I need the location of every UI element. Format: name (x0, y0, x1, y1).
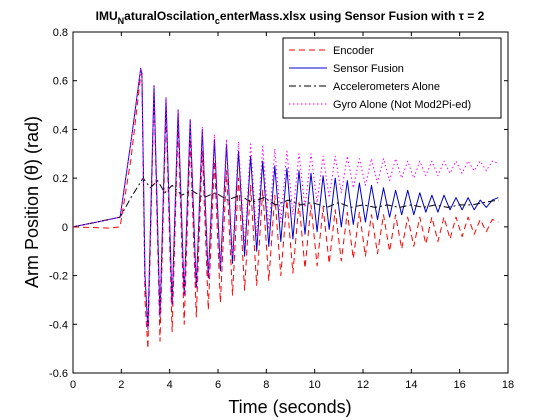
y-tick-label: 0.8 (53, 27, 68, 39)
x-tick-label: 0 (70, 379, 76, 391)
title-part-c: enterMass.xlsx using Sensor Fusion with … (220, 9, 485, 23)
y-tick-label: 0.2 (53, 173, 68, 185)
title-part-b: aturalOscilation (124, 9, 215, 23)
legend-label-sensor-fusion: Sensor Fusion (333, 63, 404, 75)
y-tick-label: 0.4 (53, 124, 68, 136)
chart-title: IMUNaturalOscilationcenterMass.xlsx usin… (96, 9, 485, 26)
axis-ticks (72, 31, 509, 374)
tick-labels: 0 2 4 6 8 10 12 14 16 18 -0.6 -0.4 -0.2 0 0.2 0.4 0.6 0.8 (49, 27, 514, 391)
series-line-accelerometers-alone (72, 177, 499, 228)
y-tick-label: -0.6 (49, 368, 68, 380)
title-part-a: IMU (96, 9, 118, 23)
legend-label-encoder: Encoder (333, 45, 374, 57)
y-axis-label: Arm Position (θ) (rad) (22, 116, 42, 288)
x-axis-label: Time (seconds) (228, 397, 351, 417)
x-tick-label: 8 (263, 379, 269, 391)
x-tick-label: 16 (454, 379, 466, 391)
series-line-sensor-fusion (72, 68, 499, 330)
y-tick-label: 0 (62, 222, 68, 234)
y-tick-label: -0.2 (49, 271, 68, 283)
legend: Encoder Sensor Fusion Accelerometers Alone… (282, 37, 502, 119)
title-sub-a: N (118, 16, 125, 26)
x-tick-label: 6 (215, 379, 221, 391)
x-tick-label: 14 (405, 379, 417, 391)
x-tick-label: 10 (309, 379, 321, 391)
legend-entries: Encoder Sensor Fusion Accelerometers Alone… (289, 45, 471, 111)
series-line-gyro-alone-not-mod2pi-ed (72, 68, 499, 330)
legend-label-gyro-alone-not-mod2pi-ed: Gyro Alone (Not Mod2Pi-ed) (333, 99, 471, 111)
y-tick-label: 0.6 (53, 76, 68, 88)
y-tick-label: -0.4 (49, 319, 68, 331)
legend-label-accelerometers-alone: Accelerometers Alone (333, 81, 440, 93)
series-line-encoder (72, 72, 499, 350)
title-sub-b: c (215, 16, 220, 26)
x-tick-label: 18 (502, 379, 514, 391)
x-tick-label: 2 (118, 379, 124, 391)
legend-box (282, 37, 502, 119)
x-tick-label: 12 (357, 379, 369, 391)
x-tick-label: 4 (167, 379, 173, 391)
series-lines (72, 68, 499, 350)
